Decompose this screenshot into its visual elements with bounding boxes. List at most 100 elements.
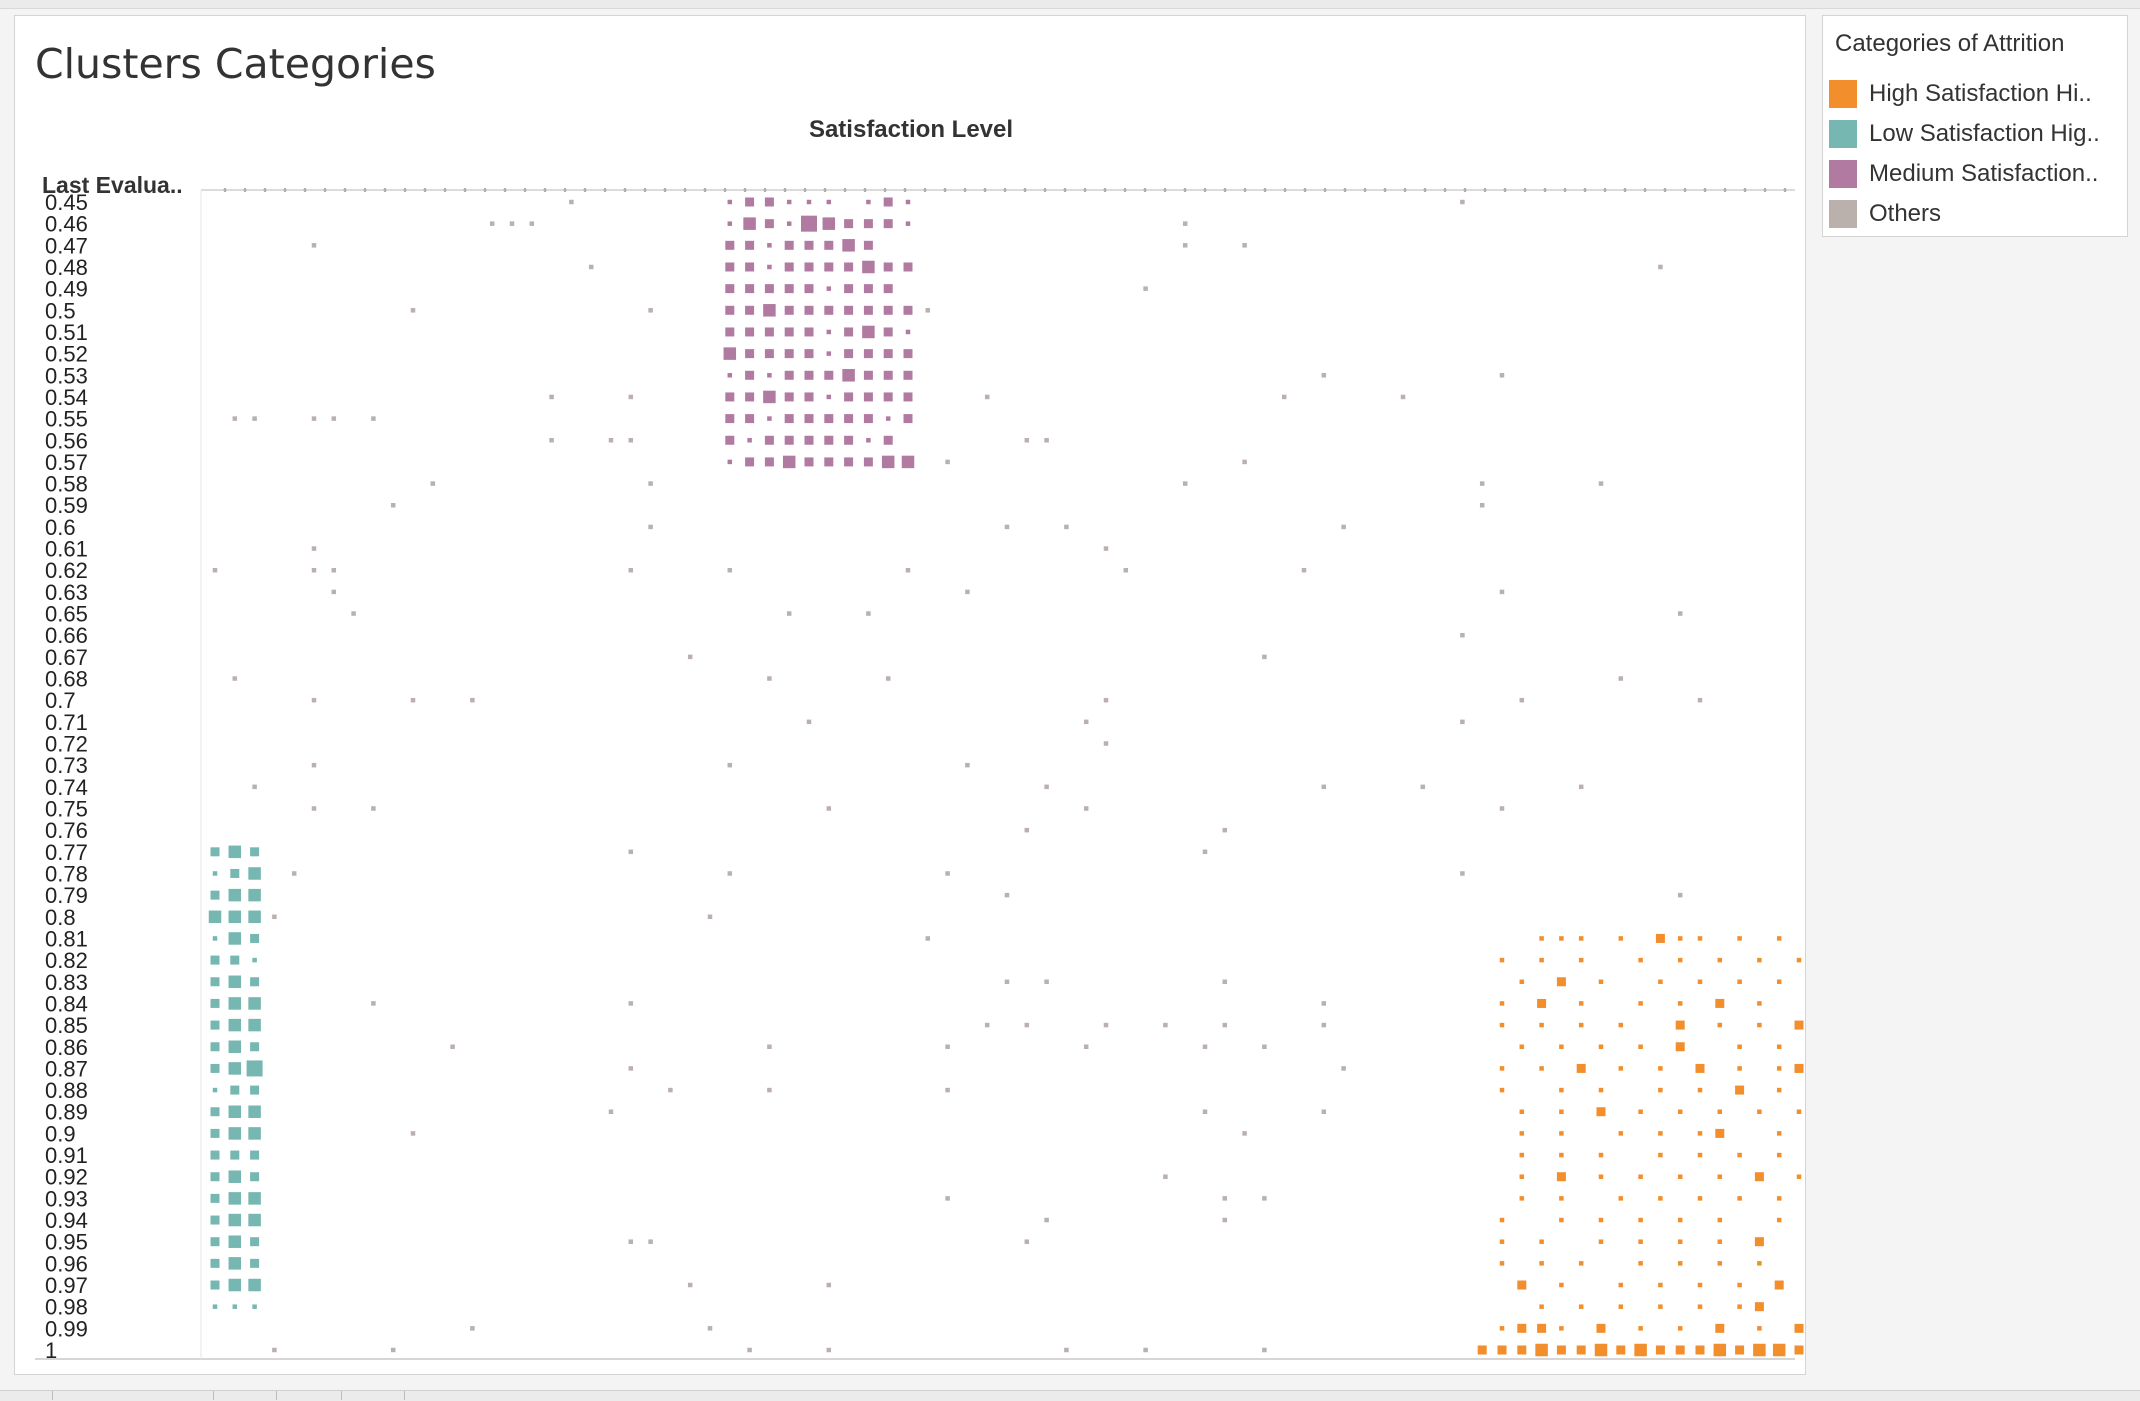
data-point[interactable] — [1638, 1044, 1643, 1050]
data-point[interactable] — [1143, 286, 1148, 291]
data-point[interactable] — [824, 240, 834, 250]
data-point[interactable] — [842, 239, 855, 252]
data-point[interactable] — [1301, 567, 1307, 573]
data-point[interactable] — [1460, 871, 1465, 876]
data-point[interactable] — [945, 459, 950, 465]
data-point[interactable] — [727, 199, 733, 205]
data-point[interactable] — [1753, 1343, 1766, 1357]
data-point[interactable] — [1677, 1001, 1683, 1006]
data-point[interactable] — [1772, 1343, 1786, 1357]
data-point[interactable] — [903, 392, 913, 402]
data-point[interactable] — [1222, 1022, 1228, 1028]
data-point[interactable] — [1103, 697, 1109, 703]
data-point[interactable] — [1757, 1001, 1762, 1006]
data-point[interactable] — [1556, 1172, 1566, 1182]
data-point[interactable] — [826, 1282, 832, 1288]
data-point[interactable] — [1794, 1345, 1804, 1355]
data-point[interactable] — [1598, 1217, 1604, 1223]
data-point[interactable] — [764, 435, 774, 445]
data-point[interactable] — [1697, 936, 1703, 941]
data-point[interactable] — [1044, 784, 1049, 790]
data-point[interactable] — [1064, 524, 1069, 530]
data-point[interactable] — [410, 1131, 416, 1136]
data-point[interactable] — [248, 1018, 261, 1032]
data-point[interactable] — [786, 199, 792, 205]
data-point[interactable] — [885, 416, 891, 421]
data-point[interactable] — [1578, 784, 1584, 790]
data-point[interactable] — [1539, 1022, 1544, 1028]
data-point[interactable] — [1717, 1217, 1723, 1223]
data-point[interactable] — [844, 435, 854, 445]
data-point[interactable] — [1677, 611, 1683, 616]
data-point[interactable] — [1776, 979, 1782, 985]
data-point[interactable] — [1499, 589, 1505, 595]
data-point[interactable] — [804, 414, 814, 424]
data-point[interactable] — [707, 914, 713, 920]
data-point[interactable] — [208, 910, 222, 924]
data-point[interactable] — [1559, 1087, 1564, 1093]
data-point[interactable] — [1776, 1131, 1782, 1136]
data-point[interactable] — [984, 1022, 990, 1028]
data-point[interactable] — [1737, 936, 1742, 941]
data-point[interactable] — [210, 1280, 220, 1290]
data-point[interactable] — [804, 349, 814, 359]
data-point[interactable] — [1776, 1087, 1782, 1093]
data-point[interactable] — [1499, 806, 1505, 811]
data-point[interactable] — [210, 998, 220, 1008]
data-point[interactable] — [1658, 264, 1663, 270]
data-point[interactable] — [945, 1044, 950, 1050]
data-point[interactable] — [232, 1304, 238, 1309]
data-point[interactable] — [232, 676, 238, 681]
data-point[interactable] — [763, 304, 776, 317]
data-point[interactable] — [1717, 1109, 1723, 1114]
data-point[interactable] — [1576, 1345, 1586, 1355]
data-point[interactable] — [1596, 1107, 1606, 1117]
data-point[interactable] — [866, 611, 871, 616]
data-point[interactable] — [745, 197, 755, 207]
data-point[interactable] — [1556, 977, 1566, 987]
data-point[interactable] — [1499, 1022, 1505, 1028]
data-point[interactable] — [804, 435, 814, 445]
data-point[interactable] — [1695, 1063, 1705, 1073]
data-point[interactable] — [1559, 936, 1564, 941]
data-point[interactable] — [745, 327, 755, 337]
data-point[interactable] — [1776, 936, 1782, 941]
data-point[interactable] — [727, 459, 733, 465]
data-point[interactable] — [745, 392, 755, 402]
data-point[interactable] — [1618, 1304, 1624, 1309]
data-point[interactable] — [1499, 1087, 1505, 1093]
data-point[interactable] — [1497, 1345, 1507, 1355]
data-point[interactable] — [248, 910, 261, 924]
data-point[interactable] — [248, 1192, 261, 1205]
data-point[interactable] — [1578, 1001, 1584, 1006]
data-point[interactable] — [1519, 1131, 1525, 1136]
data-point[interactable] — [1594, 1343, 1608, 1357]
data-point[interactable] — [228, 845, 242, 859]
data-point[interactable] — [1655, 1345, 1665, 1355]
data-point[interactable] — [248, 1105, 261, 1118]
data-point[interactable] — [1717, 1239, 1723, 1244]
data-point[interactable] — [1658, 1282, 1663, 1288]
data-point[interactable] — [784, 240, 794, 250]
data-point[interactable] — [628, 438, 634, 443]
data-point[interactable] — [1460, 719, 1465, 725]
data-point[interactable] — [1321, 1022, 1327, 1028]
data-point[interactable] — [725, 414, 735, 424]
data-point[interactable] — [1559, 1196, 1564, 1201]
data-point[interactable] — [903, 305, 913, 315]
data-point[interactable] — [767, 1087, 772, 1093]
data-point[interactable] — [824, 262, 834, 272]
data-point[interactable] — [826, 1347, 832, 1353]
data-point[interactable] — [250, 1258, 260, 1268]
data-point[interactable] — [311, 243, 317, 248]
data-point[interactable] — [784, 262, 794, 272]
data-point[interactable] — [1677, 892, 1683, 898]
data-point[interactable] — [826, 329, 832, 335]
data-point[interactable] — [784, 370, 794, 380]
data-point[interactable] — [228, 1257, 242, 1270]
data-point[interactable] — [1697, 1304, 1703, 1309]
data-point[interactable] — [1083, 1044, 1089, 1050]
data-point[interactable] — [1618, 1131, 1624, 1136]
data-point[interactable] — [212, 1304, 218, 1309]
data-point[interactable] — [1578, 957, 1584, 963]
